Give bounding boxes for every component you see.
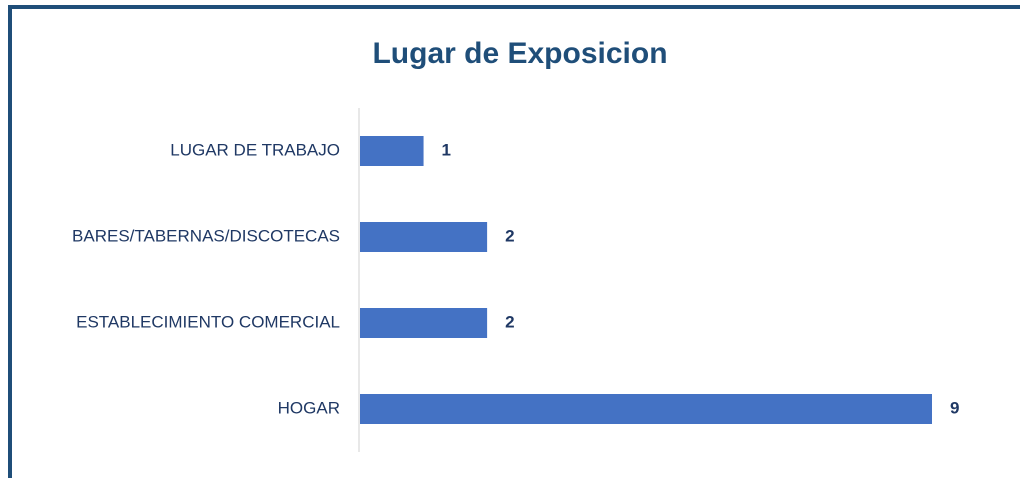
bar <box>360 394 932 424</box>
y-tick-label: ESTABLECIMIENTO COMERCIAL <box>76 312 340 331</box>
bar <box>360 222 488 252</box>
y-tick-label: HOGAR <box>278 398 340 417</box>
data-label: 9 <box>950 398 959 417</box>
y-tick-label: BARES/TABERNAS/DISCOTECAS <box>72 226 340 245</box>
bar <box>360 136 424 166</box>
y-tick-label: LUGAR DE TRABAJO <box>170 140 340 159</box>
data-label: 2 <box>505 226 514 245</box>
bar <box>360 308 488 338</box>
data-label: 1 <box>442 140 451 159</box>
chart-title: Lugar de Exposicion <box>372 37 667 70</box>
data-label: 2 <box>505 312 514 331</box>
